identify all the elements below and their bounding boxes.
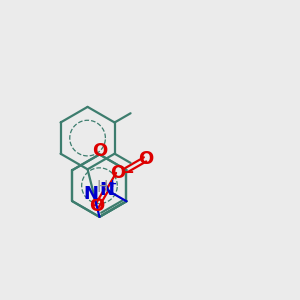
Text: O: O	[89, 197, 104, 215]
Text: N: N	[84, 185, 99, 203]
Text: O: O	[139, 150, 154, 168]
Text: −: −	[121, 165, 134, 180]
Text: O: O	[92, 142, 108, 160]
Text: N: N	[99, 181, 114, 199]
Text: O: O	[110, 164, 125, 182]
Text: +: +	[108, 179, 118, 189]
Text: H: H	[96, 180, 108, 195]
